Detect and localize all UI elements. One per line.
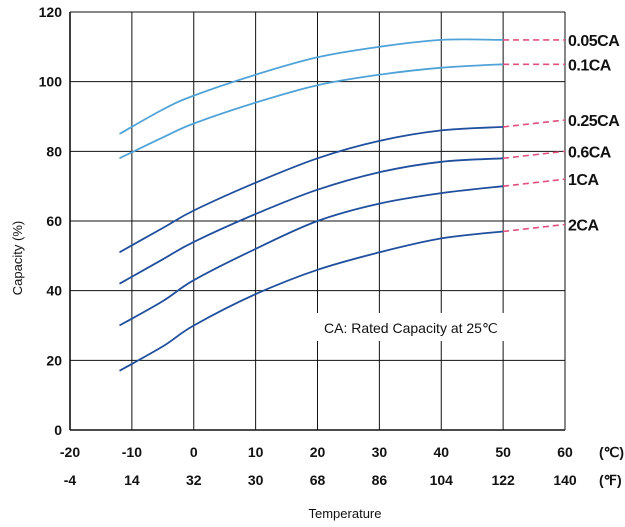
series-line-0-05ca: [119, 38, 504, 135]
x-unit-celsius: (℃): [599, 444, 624, 460]
x-tick-label-celsius: -10: [122, 444, 142, 460]
series-label-0-05ca: 0.05CA: [568, 33, 620, 50]
x-tick-label-celsius: 40: [433, 444, 449, 460]
series-label-1ca: 1CA: [568, 172, 599, 189]
x-axis-title: Temperature: [309, 506, 382, 521]
x-tick-label-fahrenheit: 30: [248, 472, 264, 488]
y-tick-label: 60: [46, 213, 62, 229]
x-tick-label-celsius: 20: [310, 444, 326, 460]
series-label-0-1ca: 0.1CA: [568, 57, 612, 74]
series-curves: [119, 38, 566, 372]
x-tick-label-celsius: 0: [190, 444, 198, 460]
x-tick-label-fahrenheit: 140: [553, 472, 577, 488]
y-tick-label: 100: [39, 74, 63, 90]
x-tick-label-fahrenheit: -4: [64, 472, 77, 488]
y-tick-label: 120: [39, 4, 63, 20]
x-tick-label-fahrenheit: 14: [124, 472, 140, 488]
series-label-0-6ca: 0.6CA: [568, 144, 612, 161]
series-line-2ca: [119, 230, 504, 372]
series-extrapolation-2ca: [503, 223, 566, 233]
y-tick-label: 20: [46, 352, 62, 368]
x-tick-label-celsius: 10: [248, 444, 264, 460]
x-tick-label-fahrenheit: 86: [372, 472, 388, 488]
series-label-2ca: 2CA: [568, 217, 599, 234]
x-tick-labels: -20 -10 0 10 20 30 40 50 60 -4 14 32 30 68 86 104 122 140…: [60, 444, 624, 488]
x-tick-label-celsius: -20: [60, 444, 80, 460]
series-line-0-1ca: [119, 63, 504, 160]
rated-capacity-note: CA: Rated Capacity at 25℃: [324, 320, 498, 336]
series-extrapolation-0-6ca: [503, 150, 566, 160]
series-line-0-25ca: [119, 126, 504, 254]
y-tick-label: 0: [54, 422, 62, 438]
series-extrapolation-0-25ca: [503, 119, 566, 128]
x-tick-label-celsius: 50: [495, 444, 511, 460]
x-tick-label-fahrenheit: 104: [430, 472, 454, 488]
series-line-0-6ca: [119, 157, 504, 285]
y-tick-labels: 0 20 40 60 80 100 120: [39, 4, 63, 438]
series-label-0-25ca: 0.25CA: [568, 113, 620, 130]
x-tick-label-fahrenheit: 68: [310, 472, 326, 488]
y-axis-title: Capacity (%): [10, 221, 25, 295]
x-tick-label-celsius: 60: [557, 444, 573, 460]
x-unit-fahrenheit: (℉): [599, 472, 622, 488]
x-tick-label-celsius: 30: [372, 444, 388, 460]
annotation-background: [313, 313, 545, 341]
series-extrapolation-1ca: [503, 178, 566, 187]
y-tick-label: 40: [46, 283, 62, 299]
series-line-1ca: [119, 185, 504, 327]
x-tick-label-fahrenheit: 32: [186, 472, 202, 488]
x-tick-label-fahrenheit: 122: [491, 472, 515, 488]
y-tick-label: 80: [46, 143, 62, 159]
series-labels: 0.05CA 0.1CA 0.25CA 0.6CA 1CA 2CA: [568, 33, 621, 235]
